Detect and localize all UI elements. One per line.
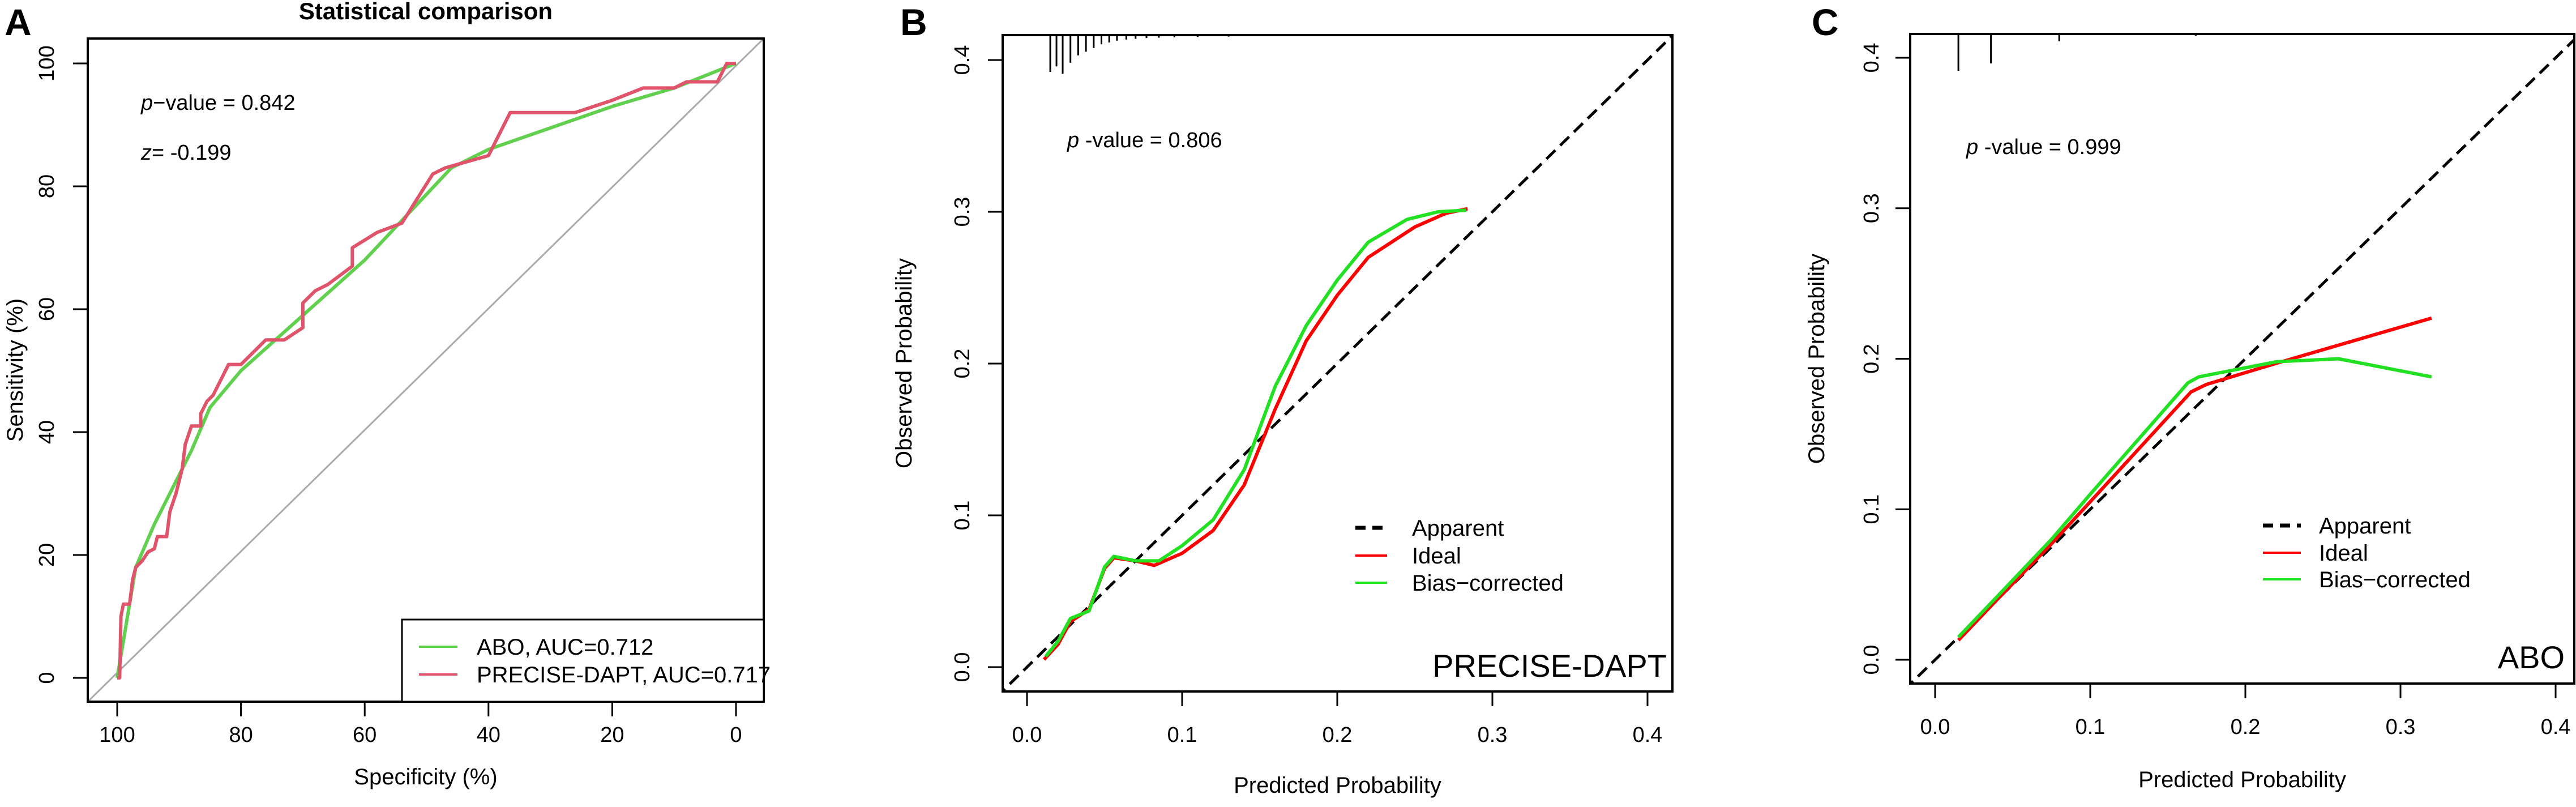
series-line-apparent	[1003, 35, 1672, 691]
panel-c: C 0.0 0.1 0.2 0.3 0.4 0.0 0.1 0.2 0.3 0.4 Predicted…	[1804, 1, 2575, 792]
chart-title: Statistical comparison	[299, 0, 553, 24]
x-tick-label: 0.3	[2386, 715, 2416, 739]
panel-letter: B	[900, 1, 927, 43]
reference-diagonal	[88, 39, 764, 702]
p-value-text: -value = 0.999	[1978, 135, 2121, 159]
z-annotation: z= -0.199	[140, 141, 232, 165]
p-value-annotation: p -value = 0.806	[1067, 129, 1222, 152]
x-tick-label: 40	[477, 723, 500, 747]
x-tick-label: 0.2	[1323, 723, 1353, 747]
y-tick-label: 0.1	[1860, 494, 1884, 524]
p-value-text: −value = 0.842	[153, 91, 295, 115]
y-tick-label: 0.1	[951, 501, 974, 531]
y-tick-label: 0.3	[1860, 193, 1884, 223]
model-name-label: ABO	[2498, 639, 2565, 675]
p-value-annotation: p−value = 0.842	[140, 91, 296, 115]
x-tick-label: 0.2	[2231, 715, 2261, 739]
x-tick-label: 0.4	[1633, 723, 1663, 747]
y-tick-label: 60	[35, 297, 59, 321]
x-axis-label: Predicted Probability	[1234, 773, 1441, 798]
p-symbol: p	[1966, 135, 1978, 159]
series-line-bias-corrected	[1044, 208, 1466, 658]
y-axis-label: Sensitivity (%)	[3, 298, 28, 442]
series-line-ideal	[1957, 316, 2432, 642]
p-value-text: -value = 0.806	[1079, 129, 1222, 152]
legend-label: PRECISE-DAPT, AUC=0.717	[477, 663, 771, 688]
legend-box	[401, 618, 765, 703]
x-axis-label: Predicted Probability	[2138, 767, 2346, 792]
x-axis-label: Specificity (%)	[354, 765, 497, 789]
panel-letter: A	[5, 1, 32, 43]
legend-label: Apparent	[1412, 516, 1504, 541]
y-tick-label: 100	[35, 45, 59, 81]
legend-label: ABO, AUC=0.712	[477, 635, 653, 660]
panel-a: A Statistical comparison 100 80 60 40 20 0 0 20 40…	[3, 0, 771, 789]
x-tick-label: 0.1	[1167, 723, 1197, 747]
y-tick-label: 0.2	[951, 349, 974, 379]
x-tick-label: 100	[99, 723, 135, 747]
x-tick-label: 0.0	[1012, 723, 1042, 747]
y-tick-label: 0.3	[951, 197, 974, 227]
y-tick-label: 0.4	[1860, 43, 1884, 73]
x-tick-label: 60	[353, 723, 376, 747]
x-tick-label: 0.4	[2541, 715, 2571, 739]
legend-label: Bias−corrected	[2319, 567, 2471, 592]
y-tick-label: 20	[35, 543, 59, 567]
y-tick-label: 0.0	[951, 652, 974, 682]
p-value-annotation: p -value = 0.999	[1966, 135, 2121, 159]
legend-label: Bias−corrected	[1412, 571, 1564, 596]
y-axis-label: Observed Probability	[892, 258, 917, 468]
p-symbol: p	[1067, 129, 1079, 152]
legend-label: Apparent	[2319, 514, 2411, 539]
series-line-precise-dapt-auc-0-717	[117, 62, 736, 680]
y-tick-label: 0.0	[1860, 645, 1884, 675]
x-tick-label: 0.3	[1478, 723, 1508, 747]
legend-label: Ideal	[1412, 544, 1461, 569]
x-tick-label: 80	[229, 723, 253, 747]
y-axis-label: Observed Probability	[1804, 254, 1829, 464]
panel-letter: C	[1812, 1, 1839, 43]
y-tick-label: 80	[35, 174, 59, 198]
legend: ABO, AUC=0.712 PRECISE-DAPT, AUC=0.717	[401, 618, 771, 703]
x-tick-label: 20	[600, 723, 624, 747]
z-symbol: z	[140, 141, 152, 165]
x-tick-label: 0	[730, 723, 742, 747]
series-line-bias-corrected	[1957, 357, 2432, 639]
x-tick-label: 0.1	[2076, 715, 2106, 739]
y-tick-label: 0.2	[1860, 344, 1884, 374]
z-value-text: = -0.199	[152, 141, 232, 165]
y-tick-label: 40	[35, 420, 59, 444]
y-tick-label: 0.4	[951, 45, 974, 75]
x-tick-label: 0.0	[1920, 715, 1950, 739]
panel-b: B 0.0 0.1 0.2 0.3 0.4 0.0 0.1 0.2 0.3 0.4 Predicted…	[892, 1, 1674, 798]
y-tick-label: 0	[35, 672, 59, 684]
p-symbol: p	[140, 91, 153, 115]
model-name-label: PRECISE-DAPT	[1432, 648, 1667, 684]
legend-label: Ideal	[2319, 541, 2368, 566]
